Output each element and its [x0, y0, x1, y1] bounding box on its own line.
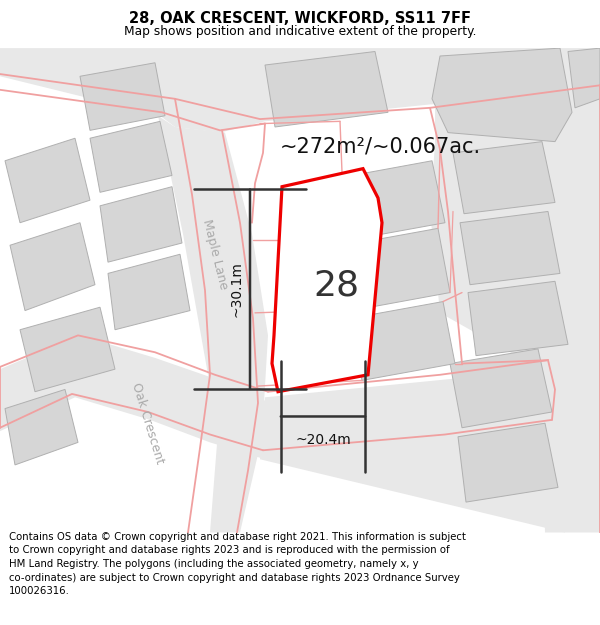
Polygon shape — [272, 169, 382, 392]
Polygon shape — [432, 48, 572, 142]
Text: Contains OS data © Crown copyright and database right 2021. This information is : Contains OS data © Crown copyright and d… — [9, 532, 466, 596]
Polygon shape — [0, 48, 600, 132]
Polygon shape — [158, 116, 268, 532]
Text: ~20.4m: ~20.4m — [295, 433, 351, 447]
Polygon shape — [80, 62, 165, 131]
Polygon shape — [453, 142, 555, 214]
Polygon shape — [430, 82, 600, 532]
Polygon shape — [458, 423, 558, 502]
Polygon shape — [108, 254, 190, 330]
Text: ~30.1m: ~30.1m — [230, 261, 244, 317]
Polygon shape — [5, 138, 90, 222]
Polygon shape — [460, 211, 560, 284]
Polygon shape — [340, 161, 445, 239]
Text: 28: 28 — [314, 269, 359, 302]
Polygon shape — [345, 228, 450, 309]
Polygon shape — [260, 369, 565, 532]
Polygon shape — [350, 302, 455, 381]
Text: Maple Lane: Maple Lane — [200, 217, 230, 291]
Text: 28, OAK CRESCENT, WICKFORD, SS11 7FF: 28, OAK CRESCENT, WICKFORD, SS11 7FF — [129, 11, 471, 26]
Polygon shape — [450, 349, 552, 428]
Text: ~272m²/~0.067ac.: ~272m²/~0.067ac. — [280, 136, 481, 156]
Text: Oak Crescent: Oak Crescent — [130, 381, 167, 466]
Polygon shape — [0, 336, 270, 459]
Polygon shape — [90, 121, 172, 192]
Text: Map shows position and indicative extent of the property.: Map shows position and indicative extent… — [124, 24, 476, 38]
Polygon shape — [265, 51, 388, 127]
Polygon shape — [10, 222, 95, 311]
Polygon shape — [100, 187, 182, 262]
Polygon shape — [5, 389, 78, 465]
Polygon shape — [568, 48, 600, 108]
Polygon shape — [20, 308, 115, 392]
Polygon shape — [468, 281, 568, 356]
